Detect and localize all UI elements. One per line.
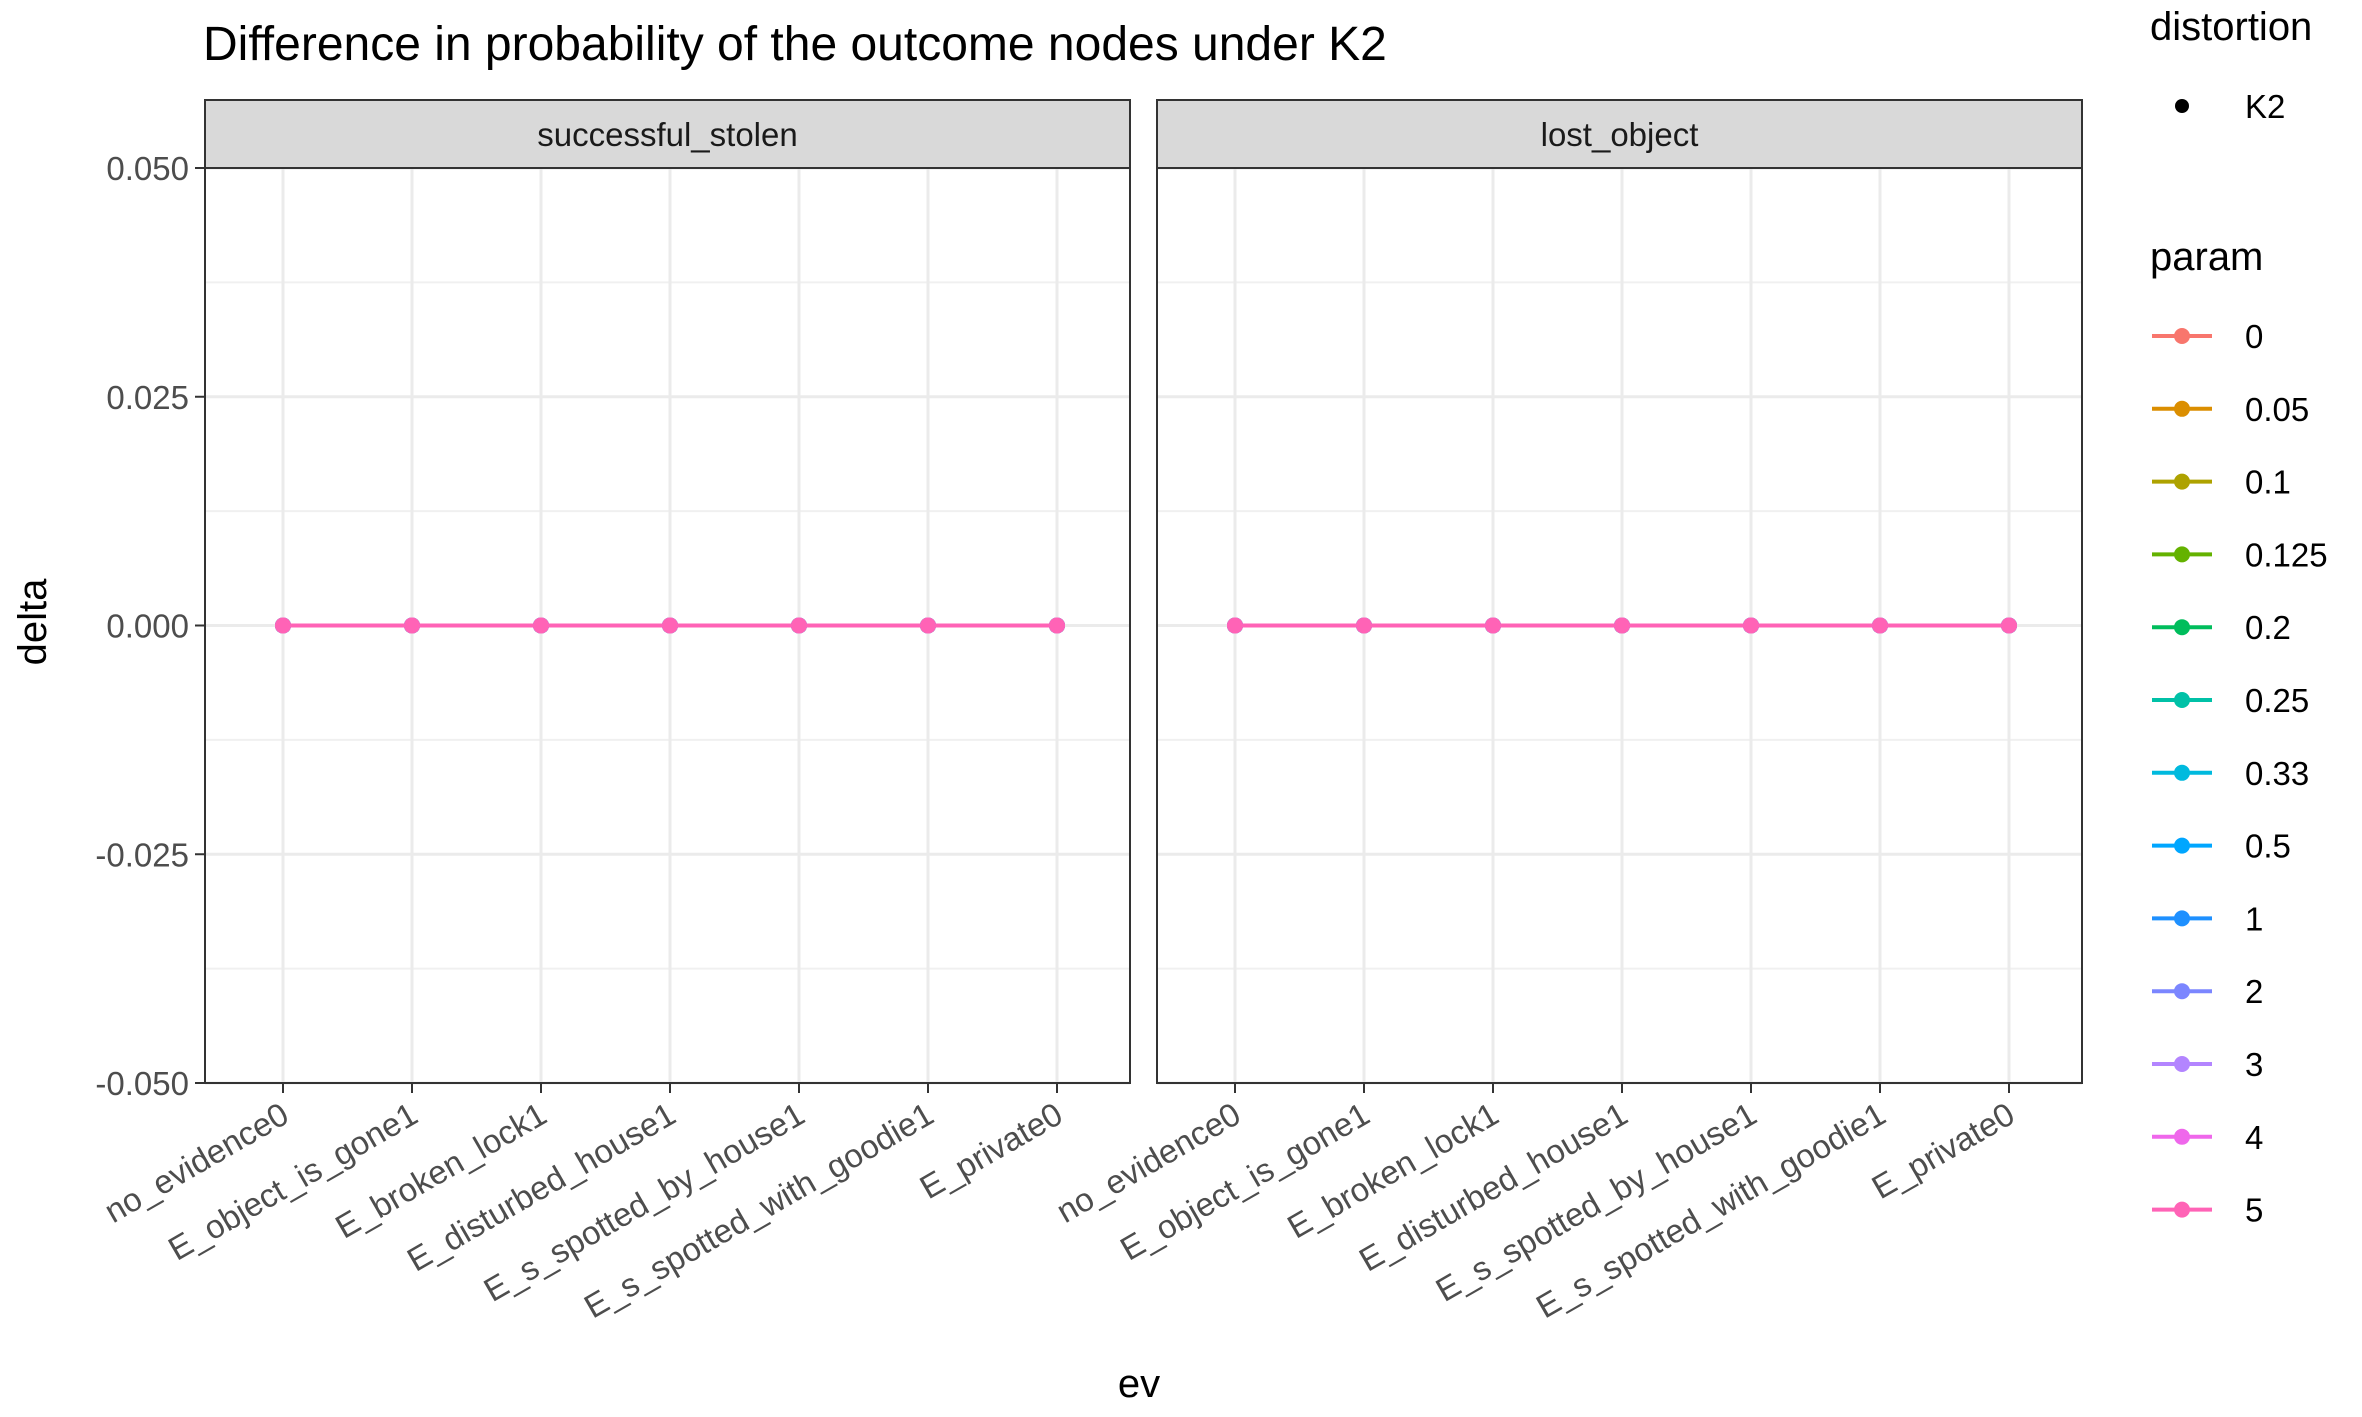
data-point-5 [1049, 617, 1065, 634]
data-point-5 [275, 617, 291, 634]
legend-key-point [2174, 983, 2190, 1000]
y-tick-label: -0.050 [95, 1065, 189, 1102]
legend-label-param: 5 [2245, 1192, 2263, 1229]
legend-label-param: 0.5 [2245, 828, 2291, 865]
data-point-5 [791, 617, 807, 634]
legend-title-param: param [2150, 235, 2263, 279]
legend-label-param: 0.1 [2245, 464, 2291, 501]
legend-key-distortion [2175, 99, 2189, 113]
y-axis-title: delta [11, 578, 55, 665]
data-point-5 [1743, 617, 1759, 634]
legend-label-param: 4 [2245, 1119, 2263, 1156]
strip-label: lost_object [1541, 116, 1699, 153]
chart-title: Difference in probability of the outcome… [203, 18, 1387, 71]
legend-key-point [2174, 910, 2190, 927]
strip-label: successful_stolen [537, 116, 797, 153]
legend-label-param: 3 [2245, 1046, 2263, 1083]
y-tick-label: 0.000 [106, 608, 189, 645]
y-tick-label: -0.025 [95, 836, 189, 873]
legend-key-point [2174, 473, 2190, 490]
legend-key-point [2174, 692, 2190, 708]
legend-label-param: 2 [2245, 973, 2263, 1010]
legend-label-param: 0.33 [2245, 755, 2309, 792]
legend-key-point [2174, 328, 2190, 344]
data-point-5 [1872, 617, 1888, 634]
legend-label-distortion: K2 [2245, 88, 2285, 125]
legend-key-point [2174, 400, 2190, 417]
data-point-5 [1227, 617, 1243, 634]
data-point-5 [533, 617, 549, 634]
data-point-5 [1485, 617, 1501, 634]
legend-label-param: 1 [2245, 900, 2263, 937]
legend-key-point [2174, 1056, 2190, 1072]
strip-background [204, 99, 1131, 169]
legend-label-param: 0 [2245, 318, 2263, 355]
data-point-5 [1614, 617, 1630, 634]
strip-background [1156, 99, 2083, 169]
data-point-5 [2001, 617, 2017, 634]
legend-label-param: 0.2 [2245, 609, 2291, 646]
data-point-5 [920, 617, 936, 634]
x-tick-label: E_private0 [1865, 1095, 2020, 1206]
legend-key-point [2174, 1201, 2190, 1218]
legend-key-point [2174, 764, 2190, 781]
legend-title-distortion: distortion [2150, 5, 2312, 49]
legend-label-param: 0.125 [2245, 536, 2328, 573]
x-axis-title: ev [1118, 1362, 1160, 1406]
panel-lost_object: lost_objectno_evidence0E_object_is_gone1… [1050, 99, 2083, 1325]
legend-key-point [2174, 837, 2190, 854]
y-tick-label: 0.050 [106, 150, 189, 187]
y-tick-label: 0.025 [106, 379, 189, 416]
legend-key-point [2174, 546, 2190, 563]
legend-label-param: 0.05 [2245, 391, 2309, 428]
legend-key-point [2174, 1128, 2190, 1145]
data-point-5 [404, 617, 420, 634]
legend-key-point [2174, 619, 2190, 636]
x-tick-label: E_private0 [913, 1095, 1068, 1206]
data-point-5 [662, 617, 678, 634]
legend-label-param: 0.25 [2245, 682, 2309, 719]
panel-successful_stolen: successful_stolenno_evidence0E_object_is… [98, 99, 1131, 1325]
data-point-5 [1356, 617, 1372, 634]
